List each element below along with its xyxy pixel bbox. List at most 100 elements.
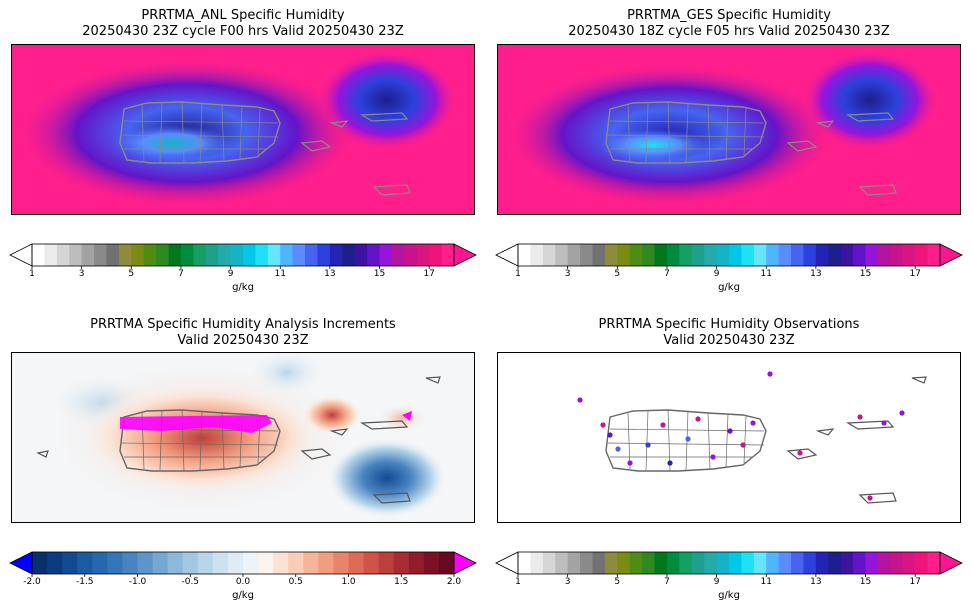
obs-point <box>600 422 606 428</box>
colorbar-segment <box>243 244 257 266</box>
colorbar-segment <box>666 244 680 266</box>
colorbar-segment <box>642 244 656 266</box>
colorbar-segment <box>62 552 78 574</box>
colorbar-segment <box>592 244 606 266</box>
colorbar-tick-label: 13 <box>810 269 822 279</box>
obs-colorbar: 1 3 5 7 9 11 13 15 17 g/kg <box>495 551 963 601</box>
colorbar-segment <box>391 244 405 266</box>
obs-point <box>695 416 701 422</box>
colorbar-over-extend <box>939 551 963 575</box>
anl-humidity-field <box>12 45 474 214</box>
colorbar-tick-label: 9 <box>713 269 720 279</box>
colorbar-segment <box>47 552 63 574</box>
obs-point <box>710 454 716 460</box>
colorbar-segment <box>865 552 879 574</box>
colorbar-tick-label: 3 <box>564 269 571 279</box>
colorbar-segment <box>555 244 569 266</box>
colorbar-tick-label: 0.0 <box>235 577 251 587</box>
colorbar-segment <box>666 552 680 574</box>
colorbar-segment <box>118 244 132 266</box>
colorbar-segment <box>691 552 705 574</box>
colorbar-segment <box>243 552 259 574</box>
inc-title-line1: PRRTMA Specific Humidity Analysis Increm… <box>90 317 396 332</box>
obs-colorbar-label: g/kg <box>718 590 740 601</box>
colorbar-segment <box>212 552 229 574</box>
colorbar-segment <box>167 552 184 574</box>
colorbar-segment <box>317 244 331 266</box>
colorbar-segment <box>803 244 817 266</box>
colorbar-segment <box>604 552 618 574</box>
obs-point <box>881 420 887 426</box>
colorbar-segment <box>915 552 929 574</box>
colorbar-segment <box>408 552 425 574</box>
colorbar-segment <box>716 552 730 574</box>
colorbar-tick-label: 0.5 <box>288 577 303 587</box>
colorbar-under-extend <box>9 551 33 575</box>
obs-points <box>577 371 905 501</box>
colorbar-tick-label: 11 <box>274 269 286 279</box>
colorbar-segment <box>542 244 556 266</box>
colorbar-segment <box>815 552 829 574</box>
colorbar-tick-label: 3 <box>78 269 85 279</box>
ges-colorbar-ticks: 1 3 5 7 9 11 13 15 17 <box>515 269 940 281</box>
colorbar-segment <box>32 244 46 266</box>
colorbar-segment <box>441 244 455 266</box>
colorbar-segment <box>927 244 941 266</box>
colorbar-tick-label: 1 <box>515 269 521 279</box>
colorbar-segment <box>890 244 904 266</box>
colorbar-segment <box>318 552 335 574</box>
colorbar-segment <box>803 552 817 574</box>
colorbar-segment <box>429 244 443 266</box>
colorbar-segment <box>32 552 48 574</box>
colorbar-segment <box>193 244 207 266</box>
colorbar-tick-label: 1.5 <box>394 577 409 587</box>
inc-panel-title: PRRTMA Specific Humidity Analysis Increm… <box>10 317 476 349</box>
colorbar-segment <box>367 244 381 266</box>
colorbar-tick-label: 5 <box>128 269 135 279</box>
colorbar-segment <box>766 244 780 266</box>
colorbar-under-extend <box>495 243 519 267</box>
colorbar-tick-label: 9 <box>713 577 720 587</box>
obs-panel-title: PRRTMA Specific Humidity Observations Va… <box>496 317 962 349</box>
colorbar-segment <box>853 552 867 574</box>
colorbar-segment <box>273 552 289 574</box>
colorbar-segment <box>288 552 304 574</box>
colorbar-segment <box>518 244 532 266</box>
colorbar-segment <box>333 552 350 574</box>
colorbar-over-extend <box>453 551 477 575</box>
colorbar-segment <box>890 552 904 574</box>
colorbar-segment <box>44 244 58 266</box>
anl-colorbar-label: g/kg <box>232 282 254 293</box>
colorbar-segment <box>267 244 281 266</box>
colorbar-segment <box>567 552 581 574</box>
colorbar-outline <box>517 243 941 267</box>
colorbar-segment <box>778 552 792 574</box>
colorbar-segment <box>218 244 232 266</box>
colorbar-segment <box>348 552 365 574</box>
obs-point <box>667 460 673 466</box>
colorbar-tick-label: 13 <box>810 577 822 587</box>
inc-colorbar-strip <box>9 551 477 577</box>
obs-point <box>607 432 613 438</box>
colorbar-tick-label: 1 <box>29 269 35 279</box>
colorbar-over-extend <box>453 243 477 267</box>
colorbar-segment <box>122 552 139 574</box>
colorbar-tick-label: 5 <box>614 577 621 587</box>
colorbar-segment <box>753 552 767 574</box>
colorbar-segment <box>853 244 867 266</box>
obs-point <box>750 420 756 426</box>
colorbar-segment <box>815 244 829 266</box>
ges-panel-title: PRRTMA_GES Specific Humidity 20250430 18… <box>496 8 962 40</box>
obs-point <box>577 397 583 403</box>
colorbar-tick-label: 9 <box>227 269 234 279</box>
colorbar-segment <box>617 552 631 574</box>
obs-point <box>767 371 773 377</box>
colorbar-tick-label: 11 <box>760 577 772 587</box>
colorbar-segment <box>778 244 792 266</box>
colorbar-segment <box>77 552 93 574</box>
colorbar-segment <box>305 244 319 266</box>
colorbar-segment <box>182 552 199 574</box>
colorbar-segment <box>530 244 544 266</box>
anl-colorbar-strip <box>9 243 477 269</box>
colorbar-segment <box>292 244 306 266</box>
